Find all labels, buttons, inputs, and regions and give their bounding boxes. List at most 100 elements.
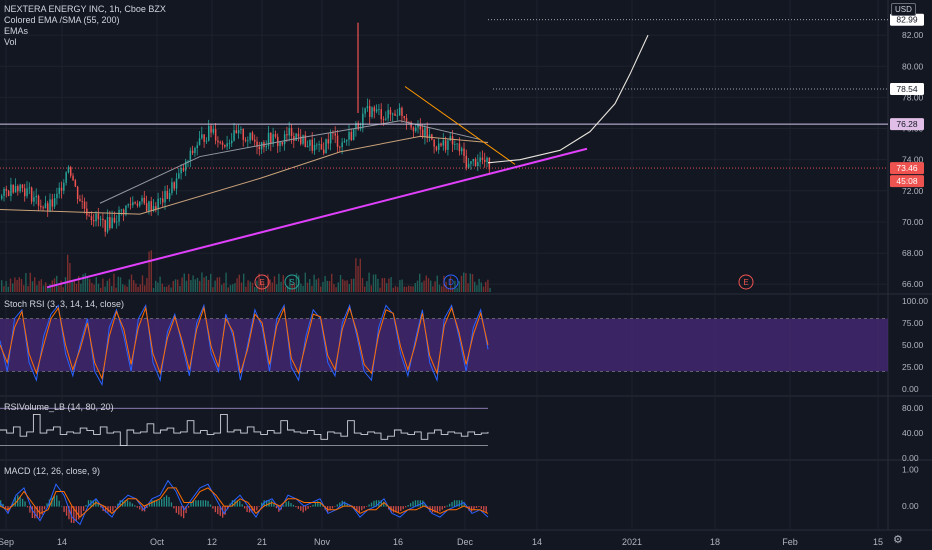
macd-histogram-bar	[185, 506, 187, 514]
candle-body	[56, 193, 58, 199]
candle-body	[325, 139, 327, 154]
volume-bar	[170, 287, 172, 292]
macd-histogram-bar	[275, 506, 278, 509]
candle-body	[244, 139, 247, 141]
currency-badge[interactable]: USD	[891, 3, 916, 16]
volume-bar	[1, 280, 3, 292]
macd-histogram-bar	[344, 501, 346, 507]
volume-bar	[467, 283, 469, 292]
volume-bar	[155, 280, 157, 292]
macd-histogram-bar	[34, 506, 36, 519]
price-label-box	[890, 13, 924, 26]
macd-histogram-bar	[385, 505, 387, 507]
volume-bar	[7, 286, 9, 292]
macd-histogram-bar	[207, 500, 209, 507]
volume-bar	[212, 287, 214, 292]
macd-histogram-bar	[192, 500, 195, 507]
candle-body	[47, 203, 49, 211]
stoch-rsi-label[interactable]: Stoch RSI (3, 3, 14, 14, close)	[4, 299, 125, 309]
macd-histogram-bar	[87, 500, 90, 507]
volume-bar	[386, 283, 388, 292]
macd-signal-line	[0, 487, 489, 518]
volume-bar	[210, 273, 212, 292]
volume-bar	[410, 286, 412, 292]
volume-bar	[474, 281, 476, 292]
volume-bar	[414, 283, 416, 292]
candle-body	[339, 146, 341, 148]
macd-histogram-bar	[297, 506, 299, 509]
y-tick-label: 68.00	[902, 248, 924, 258]
volume-bar	[379, 287, 381, 292]
volume-bar	[45, 282, 47, 292]
macd-tick-label: 0.00	[902, 501, 919, 511]
macd-histogram-bar	[168, 497, 170, 507]
candle-body	[297, 133, 300, 137]
indicator-emas[interactable]: EMAs	[4, 26, 29, 36]
macd-histogram-bar	[97, 503, 99, 507]
volume-bar	[113, 273, 115, 292]
volume-bar	[304, 272, 306, 292]
volume-bar	[243, 273, 245, 292]
support-trendline	[46, 147, 588, 289]
candle-body	[53, 198, 56, 207]
volume-bar	[225, 272, 227, 292]
price-label-box	[890, 118, 924, 131]
macd-histogram-bar	[212, 506, 214, 509]
rsi-volume-label[interactable]: RSIVolume_LB (14, 80, 20)	[4, 402, 114, 412]
macd-label[interactable]: MACD (12, 26, close, 9)	[4, 466, 101, 476]
macd-histogram-bar	[470, 506, 473, 512]
rsi-volume-pane[interactable]	[0, 407, 489, 447]
macd-histogram-bar	[409, 503, 412, 507]
indicator-ema-sma[interactable]: Colored EMA /SMA (55, 200)	[4, 15, 120, 25]
symbol-title[interactable]: NEXTERA ENERGY INC, 1h, Cboe BZX	[4, 4, 166, 14]
macd-histogram-bar	[58, 500, 60, 507]
volume-bar	[436, 275, 438, 292]
candle-body	[93, 220, 95, 222]
candle-body	[435, 146, 438, 150]
volume-bar	[489, 287, 491, 292]
volume-bar	[177, 279, 179, 292]
candle-body	[30, 187, 33, 202]
gear-icon[interactable]: ⚙	[893, 534, 903, 546]
volume-bar	[480, 282, 482, 292]
volume-bar	[337, 282, 339, 292]
indicator-vol[interactable]: Vol	[4, 37, 17, 47]
macd-pane[interactable]	[0, 479, 489, 526]
candle-body	[148, 201, 150, 212]
volume-bar	[328, 280, 331, 292]
volume-bar	[80, 283, 82, 292]
volume-bar	[383, 277, 386, 292]
candle-body	[329, 132, 332, 144]
macd-histogram-bar	[204, 500, 207, 507]
volume-bar	[421, 282, 423, 292]
candle-body	[309, 139, 311, 146]
candle-body	[187, 160, 189, 162]
volume-bar	[157, 282, 159, 292]
macd-histogram-bar	[61, 506, 63, 507]
stoch-rsi-pane[interactable]	[0, 303, 888, 387]
candle-body	[231, 140, 233, 144]
candle-body	[120, 209, 123, 211]
price-label: 45:08	[896, 176, 918, 186]
macd-histogram-bar	[73, 506, 75, 523]
volume-bar	[31, 281, 34, 292]
volume-bar	[232, 284, 234, 292]
price-label: 78.54	[896, 84, 918, 94]
macd-histogram-bar	[302, 506, 304, 513]
candle-body	[228, 143, 231, 145]
volume-bar	[315, 279, 317, 292]
candle-body	[150, 201, 152, 211]
volume-bar	[454, 280, 456, 292]
candle-body	[277, 136, 279, 147]
macd-histogram-bar	[295, 506, 297, 508]
volume-bar	[412, 286, 414, 292]
volume-bar	[276, 284, 278, 292]
macd-histogram-bar	[65, 506, 68, 516]
candle-body	[371, 107, 373, 117]
volume-bar	[102, 278, 104, 292]
candle-body	[380, 109, 382, 120]
macd-histogram-bar	[422, 500, 424, 507]
macd-histogram-bar	[402, 506, 404, 510]
